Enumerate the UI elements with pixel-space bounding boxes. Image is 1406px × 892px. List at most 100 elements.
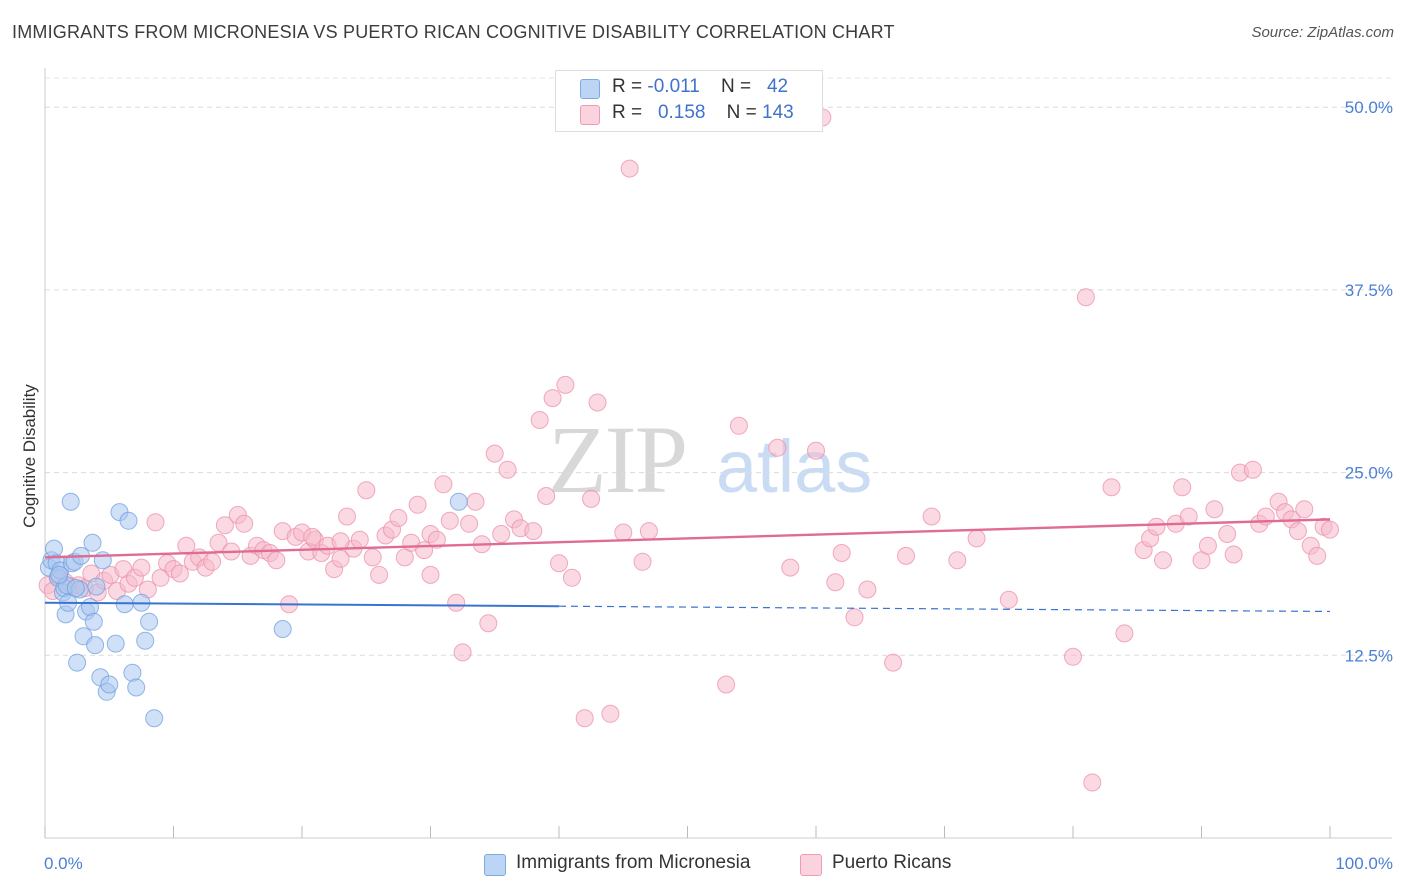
x-tick-labels: 0.0% 100.0% — [44, 854, 1393, 873]
data-point — [338, 507, 356, 526]
data-point — [543, 389, 562, 408]
watermark: ZIP atlas — [548, 406, 872, 513]
data-point — [1083, 773, 1102, 792]
series-puerto-ricans — [38, 108, 1339, 792]
data-point — [408, 495, 427, 514]
trend-line — [44, 518, 1331, 559]
data-point — [203, 552, 222, 571]
data-point — [1198, 536, 1217, 555]
bottom-legend-swatch-puerto-ricans — [800, 854, 822, 876]
data-point — [434, 475, 453, 494]
data-point — [967, 529, 986, 548]
data-point — [922, 507, 941, 526]
data-point — [498, 460, 517, 479]
data-point — [639, 522, 658, 541]
data-point — [1147, 517, 1166, 536]
data-point — [466, 492, 485, 511]
legend-r-label: R = — [612, 76, 643, 97]
data-point — [1173, 478, 1192, 497]
data-point — [453, 643, 472, 662]
data-point — [86, 636, 105, 655]
axes — [44, 68, 1392, 839]
trend-line-dashed — [558, 605, 1331, 613]
data-point — [550, 554, 568, 573]
y-axis-label: Cognitive Disability — [20, 384, 39, 528]
data-point — [215, 516, 234, 535]
bottom-legend-label: Puerto Ricans — [832, 852, 952, 873]
watermark-atlas: atlas — [716, 425, 872, 508]
data-point — [1102, 478, 1121, 497]
data-point — [100, 675, 119, 694]
data-point — [66, 579, 85, 598]
data-point — [119, 511, 138, 530]
data-point — [177, 536, 196, 555]
data-point — [717, 675, 736, 694]
data-point — [492, 525, 511, 543]
data-point — [948, 551, 967, 570]
data-point — [140, 612, 159, 631]
y-tick-label: 12.5% — [1345, 646, 1393, 665]
legend-n-label: N = — [720, 76, 752, 97]
bottom-legend-label: Immigrants from Micronesia — [516, 852, 751, 873]
data-point — [427, 530, 446, 549]
data-point — [421, 565, 440, 584]
data-point — [357, 481, 376, 500]
data-point — [858, 580, 877, 599]
data-point — [87, 577, 106, 596]
data-point — [50, 565, 69, 584]
data-point — [562, 568, 581, 587]
y-tick-label: 37.5% — [1345, 281, 1393, 300]
data-point — [370, 565, 389, 584]
grid-lines — [45, 77, 1392, 656]
data-point — [633, 552, 652, 571]
data-point — [1115, 624, 1134, 643]
data-point — [136, 631, 155, 650]
data-point — [479, 614, 498, 633]
legend-r-value: -0.011 — [647, 76, 700, 97]
data-point — [601, 704, 620, 723]
legend-n-value: 42 — [766, 76, 789, 97]
data-point — [1218, 525, 1237, 543]
data-point — [614, 523, 633, 542]
data-point — [588, 393, 607, 412]
data-point — [449, 492, 468, 511]
data-point — [389, 508, 408, 527]
watermark-zip: ZIP — [548, 406, 686, 513]
legend-r-label: R = — [612, 102, 643, 123]
data-point — [556, 375, 575, 394]
data-point — [832, 544, 851, 562]
legend-swatch-micronesia — [580, 79, 600, 99]
data-point — [350, 530, 369, 549]
data-point — [1288, 522, 1307, 541]
source-label: Source: ZipAtlas.com — [1251, 24, 1394, 41]
data-point — [61, 492, 80, 511]
data-point — [132, 558, 151, 577]
data-point — [582, 489, 601, 508]
data-point — [1295, 500, 1314, 519]
x-tick-label: 0.0% — [44, 854, 83, 873]
legend-r-value: 0.158 — [657, 102, 706, 123]
data-point — [530, 411, 549, 429]
data-point — [768, 438, 787, 457]
data-point — [123, 663, 142, 682]
data-point — [807, 441, 825, 460]
data-point — [235, 514, 254, 533]
y-tick-label: 25.0% — [1345, 464, 1393, 483]
data-point — [447, 593, 466, 612]
data-point — [1064, 647, 1082, 666]
data-point — [68, 653, 87, 672]
data-point — [460, 514, 479, 533]
data-point — [146, 513, 165, 532]
data-point — [1224, 545, 1243, 564]
bottom-legend-swatch-micronesia — [484, 854, 506, 876]
data-point — [781, 558, 800, 577]
data-point — [999, 590, 1018, 609]
data-point — [84, 612, 103, 631]
data-point — [524, 522, 543, 541]
data-point — [45, 539, 63, 558]
data-point — [170, 564, 189, 583]
data-point — [273, 620, 292, 638]
data-point — [620, 159, 639, 178]
data-point — [485, 444, 504, 463]
